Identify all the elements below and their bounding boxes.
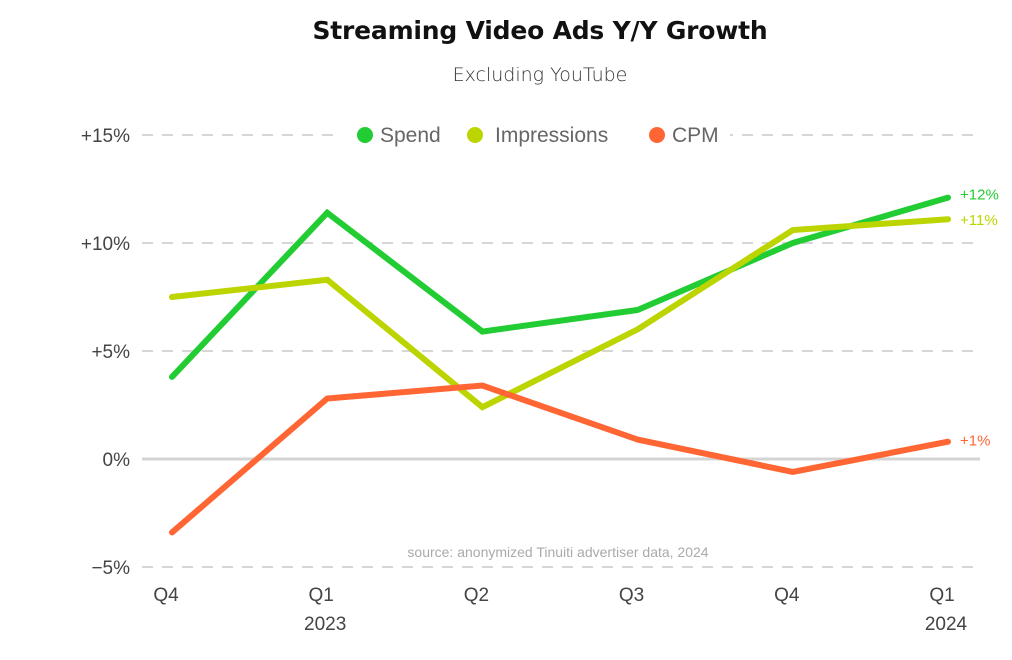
y-tick-label: +15% — [81, 126, 130, 147]
y-tick-label: 0% — [103, 450, 131, 471]
legend-marker-icon — [357, 127, 373, 143]
legend-label: Spend — [380, 124, 441, 147]
y-axis-ticks: +15% +10% +5% 0% −5% — [81, 126, 130, 579]
series-line-spend — [169, 194, 951, 380]
chart-subtitle: Excluding YouTube — [452, 64, 628, 86]
y-tick-label: −5% — [91, 558, 130, 579]
legend-marker-icon — [467, 127, 483, 143]
end-label-cpm: +1% — [960, 433, 990, 450]
gridlines — [142, 134, 980, 568]
chart-title: Streaming Video Ads Y/Y Growth — [312, 16, 768, 45]
x-tick-label: Q4 — [153, 585, 179, 606]
x-tick-label: Q1 — [929, 585, 954, 606]
x-tick-label: Q3 — [619, 585, 644, 606]
end-label-impressions: +11% — [960, 212, 998, 229]
legend-item-cpm: CPM — [649, 124, 719, 147]
legend: Spend Impressions CPM — [338, 119, 730, 151]
series-lines — [169, 194, 951, 536]
legend-item-impressions: Impressions — [467, 124, 608, 147]
legend-item-spend: Spend — [357, 124, 441, 147]
series-line-impressions — [169, 216, 951, 411]
x-tick-label: Q4 — [774, 585, 800, 606]
source-note: source: anonymized Tinuiti advertiser da… — [407, 544, 708, 560]
x-tick-label: Q1 — [309, 585, 334, 606]
x-tick-label: Q2 — [464, 585, 489, 606]
series-line-cpm — [169, 382, 951, 536]
end-label-spend: +12% — [960, 187, 999, 204]
y-tick-label: +5% — [91, 342, 130, 363]
x-tick-sublabel: 2024 — [925, 614, 968, 635]
legend-label: CPM — [672, 124, 719, 147]
legend-label: Impressions — [495, 124, 608, 147]
y-tick-label: +10% — [81, 234, 130, 255]
end-labels: +12% +11% +1% — [960, 187, 999, 450]
x-tick-sublabel: 2023 — [304, 614, 346, 635]
x-axis-ticks: Q4 Q1 2023 Q2 Q3 Q4 Q1 2024 — [153, 585, 967, 635]
legend-marker-icon — [649, 127, 665, 143]
